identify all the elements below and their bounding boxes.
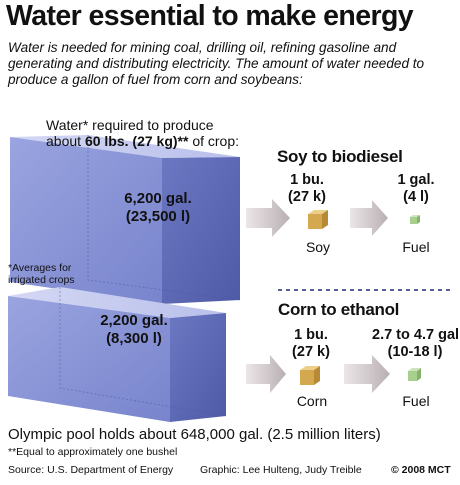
corn-crop-amount: 1 bu. (27 k) <box>286 327 336 361</box>
soy-crop-cube-icon <box>308 210 328 229</box>
soy-fuel-label: Fuel <box>402 239 430 255</box>
soy-water-box <box>10 135 241 304</box>
corn-section-title: Corn to ethanol <box>278 300 400 319</box>
copyright: © 2008 MCT <box>391 464 451 476</box>
soy-fuel-amount: 1 gal. (4 l) <box>392 172 440 206</box>
soy-water-box-top <box>10 135 240 158</box>
olympic-pool-note: Olympic pool holds about 648,000 gal. (2… <box>8 426 381 443</box>
corn-fuel-amount: 2.7 to 4.7 gal. (10-18 l) <box>372 327 460 361</box>
soy-water-gallons: 6,200 gal. <box>124 190 192 207</box>
arrow-icon <box>246 355 286 393</box>
corn-water-box <box>8 287 227 422</box>
bushel-footnote: **Equal to approximately one bushel <box>8 446 178 458</box>
soy-fuel-cube-icon <box>410 215 420 224</box>
corn-water-liters: (8,300 l) <box>106 330 162 347</box>
soy-fuel-liters: (4 l) <box>403 189 429 205</box>
soy-fuel-gallons: 1 gal. <box>397 172 435 188</box>
corn-water-gallons: 2,200 gal. <box>100 312 168 329</box>
arrow-icon <box>350 200 388 236</box>
corn-fuel-label: Fuel <box>402 393 430 409</box>
soy-crop-amount: 1 bu. (27 k) <box>282 172 332 206</box>
corn-water-box-front <box>8 296 170 422</box>
water-required-label: Water* required to produce about 60 lbs.… <box>46 117 239 149</box>
soy-water-volume: 6,200 gal. (23,500 l) <box>88 190 228 226</box>
arrow-icon <box>246 199 290 237</box>
arrow-icon <box>344 355 390 393</box>
graphic-credit: Graphic: Lee Hulteng, Judy Treible <box>200 464 362 476</box>
corn-fuel-liters: (10-18 l) <box>387 344 443 360</box>
intro-text: Water is needed for mining coal, drillin… <box>8 40 425 87</box>
soy-crop-bushels: 1 bu. <box>290 172 324 188</box>
corn-water-volume: 2,200 gal. (8,300 l) <box>64 312 204 348</box>
corn-fuel-cube-icon <box>408 368 421 381</box>
corn-water-box-side <box>170 313 226 422</box>
water-required-suffix: of crop: <box>188 133 240 149</box>
corn-crop-weight: (27 k) <box>292 344 330 360</box>
corn-crop-cube-icon <box>300 366 320 385</box>
soy-water-box-side <box>162 157 240 304</box>
corn-crop-label: Corn <box>296 393 328 409</box>
water-required-prefix: about <box>46 133 85 149</box>
averages-footnote: *Averages for irrigated crops <box>8 262 75 286</box>
water-required-amount: 60 lbs. (27 kg)** <box>84 133 189 149</box>
soy-water-liters: (23,500 l) <box>125 208 191 225</box>
soy-section-title: Soy to biodiesel <box>277 147 403 166</box>
corn-crop-bushels: 1 bu. <box>294 327 328 343</box>
soy-crop-label: Soy <box>305 239 331 255</box>
corn-water-box-top <box>8 287 226 318</box>
soy-water-box-front <box>10 137 162 304</box>
source-credit: Source: U.S. Department of Energy <box>8 464 174 476</box>
graphic-title: Water essential to make energy <box>6 0 414 32</box>
soy-crop-weight: (27 k) <box>288 189 326 205</box>
corn-fuel-gallons: 2.7 to 4.7 gal. <box>372 327 460 343</box>
water-required-line1: Water* required to produce <box>46 117 214 133</box>
